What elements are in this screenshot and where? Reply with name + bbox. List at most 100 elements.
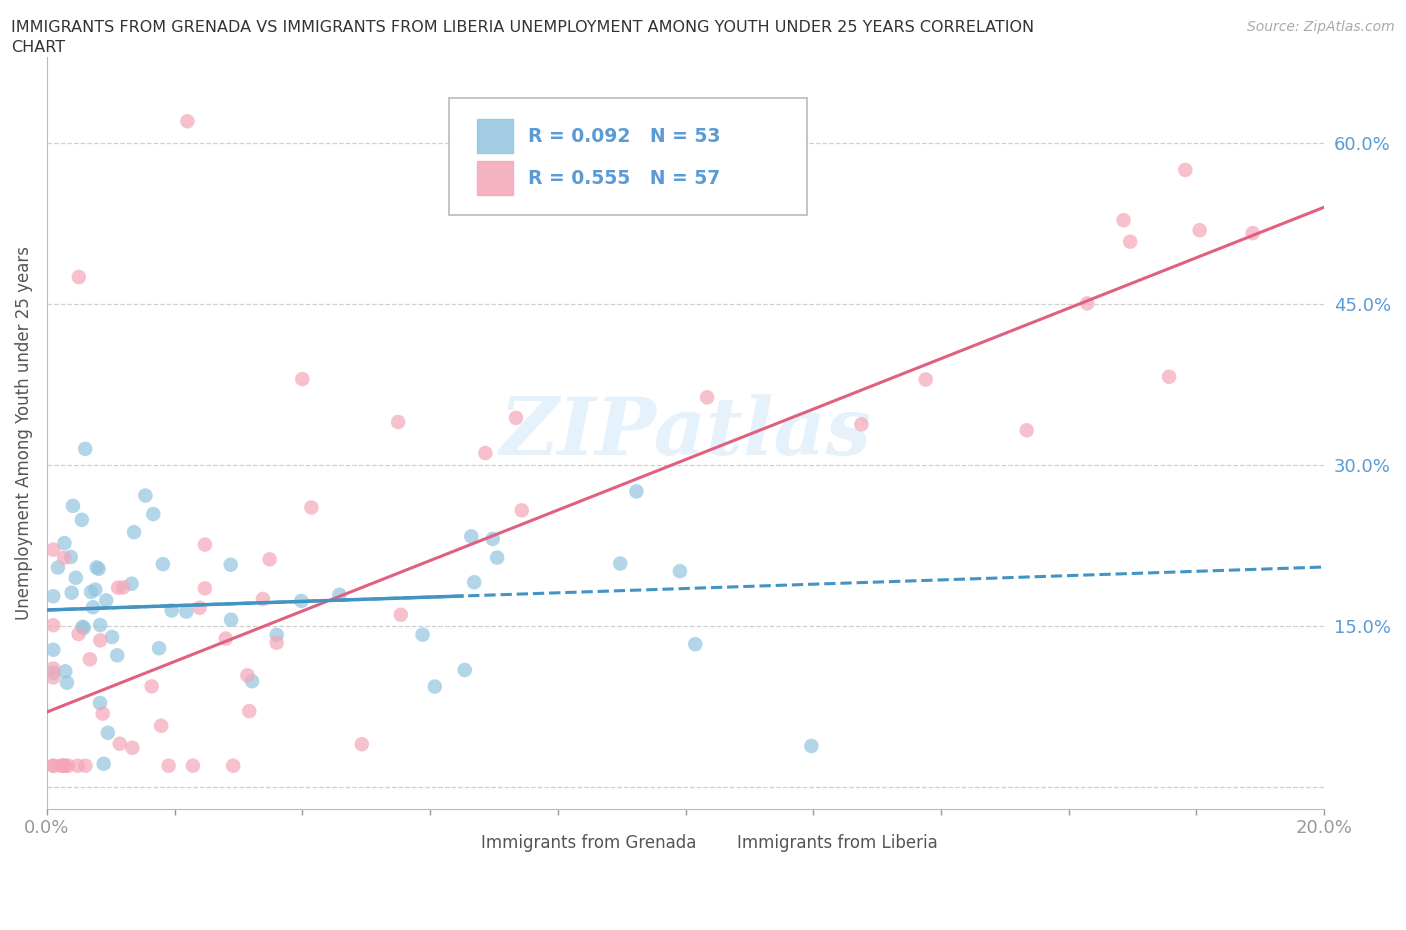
Bar — [477, 119, 513, 153]
Point — [851, 417, 873, 432]
Point — [86, 560, 108, 575]
Point — [42, 618, 65, 632]
Point — [290, 593, 312, 608]
Text: Immigrants from Grenada: Immigrants from Grenada — [481, 833, 696, 852]
Point — [105, 648, 128, 663]
Point — [53, 758, 76, 773]
Point — [266, 628, 288, 643]
Point — [387, 415, 409, 430]
Point — [84, 582, 107, 597]
Point — [72, 619, 94, 634]
Text: IMMIGRANTS FROM GRENADA VS IMMIGRANTS FROM LIBERIA UNEMPLOYMENT AMONG YOUTH UNDE: IMMIGRANTS FROM GRENADA VS IMMIGRANTS FR… — [11, 20, 1035, 35]
Text: Immigrants from Liberia: Immigrants from Liberia — [737, 833, 938, 852]
Point — [188, 600, 211, 615]
Point — [79, 652, 101, 667]
Point — [328, 588, 350, 603]
Point — [350, 737, 373, 751]
Point — [62, 498, 84, 513]
Point — [42, 661, 65, 676]
Point — [460, 529, 482, 544]
Point — [72, 620, 94, 635]
Point — [101, 630, 124, 644]
Point — [626, 484, 648, 498]
Point — [412, 627, 434, 642]
Point — [108, 737, 131, 751]
Point — [148, 641, 170, 656]
Point — [89, 618, 111, 632]
Point — [121, 740, 143, 755]
Point — [87, 562, 110, 577]
Point — [238, 704, 260, 719]
Point — [150, 718, 173, 733]
Point — [152, 557, 174, 572]
Point — [1157, 369, 1180, 384]
Point — [121, 577, 143, 591]
Point — [112, 580, 135, 595]
Point — [94, 593, 117, 608]
Point — [141, 679, 163, 694]
Text: Source: ZipAtlas.com: Source: ZipAtlas.com — [1247, 20, 1395, 34]
Point — [67, 270, 90, 285]
Point — [176, 604, 198, 619]
Point — [181, 758, 204, 773]
Point — [49, 758, 72, 773]
Point — [122, 525, 145, 539]
Point — [42, 643, 65, 658]
Point — [1241, 226, 1264, 241]
Point — [474, 445, 496, 460]
Point — [97, 725, 120, 740]
Point — [486, 551, 509, 565]
Point — [157, 758, 180, 773]
Point — [42, 666, 65, 681]
Point — [259, 551, 281, 566]
Bar — [477, 161, 513, 195]
Point — [176, 113, 198, 128]
Point — [70, 512, 93, 527]
Point — [236, 668, 259, 683]
Point — [42, 670, 65, 684]
Point — [46, 560, 69, 575]
FancyBboxPatch shape — [450, 99, 807, 215]
Point — [389, 607, 412, 622]
Bar — [692, 829, 728, 859]
Point — [1015, 423, 1038, 438]
Point — [60, 585, 83, 600]
Point — [299, 500, 322, 515]
Text: R = 0.555   N = 57: R = 0.555 N = 57 — [529, 169, 721, 188]
Point — [53, 664, 76, 679]
Point — [194, 581, 217, 596]
Point — [75, 442, 97, 457]
Text: CHART: CHART — [11, 40, 65, 55]
Point — [80, 584, 103, 599]
Point — [1188, 223, 1211, 238]
Point — [51, 758, 73, 773]
Point — [75, 758, 97, 773]
Point — [66, 758, 89, 773]
Point — [219, 612, 242, 627]
Point — [1119, 234, 1142, 249]
Point — [291, 372, 314, 387]
Y-axis label: Unemployment Among Youth under 25 years: Unemployment Among Youth under 25 years — [15, 246, 32, 619]
Point — [800, 738, 823, 753]
Point — [669, 564, 692, 578]
Point — [481, 531, 503, 546]
Point — [1076, 296, 1098, 311]
Point — [53, 551, 76, 565]
Point — [42, 542, 65, 557]
Point — [683, 637, 706, 652]
Point — [89, 696, 111, 711]
Point — [142, 507, 165, 522]
Point — [67, 627, 90, 642]
Point — [696, 390, 718, 405]
Point — [1174, 163, 1197, 178]
Point — [42, 758, 65, 773]
Point — [82, 600, 104, 615]
Point — [56, 675, 79, 690]
Point — [89, 633, 111, 648]
Point — [215, 631, 238, 646]
Point — [56, 758, 79, 773]
Point — [194, 538, 217, 552]
Point — [53, 758, 76, 773]
Point — [65, 570, 87, 585]
Point — [266, 635, 288, 650]
